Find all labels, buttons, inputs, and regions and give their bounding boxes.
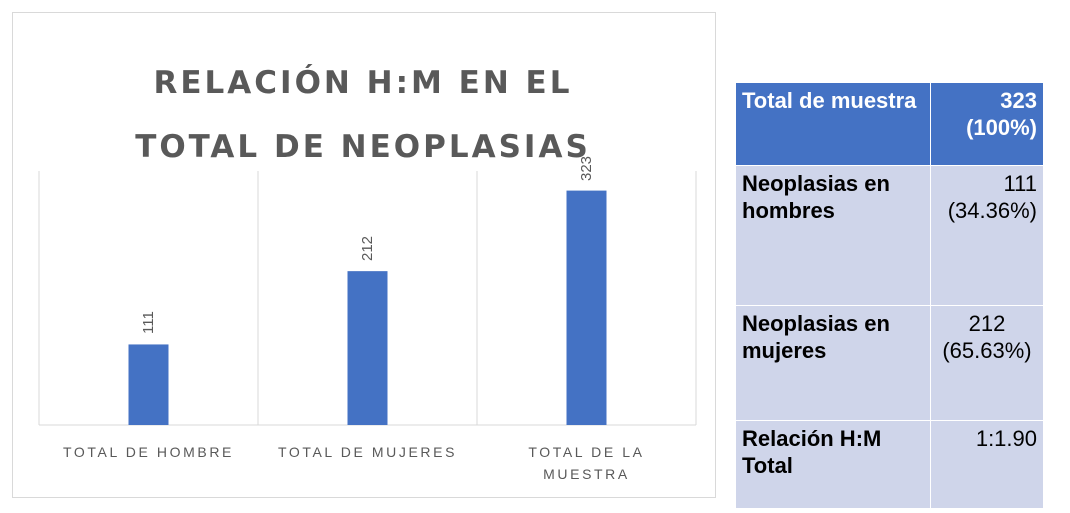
data-label: 323 xyxy=(578,155,595,181)
plot xyxy=(38,171,697,426)
table-row: Total de muestra 323 (100%) xyxy=(735,82,1044,166)
bar xyxy=(347,271,388,425)
bar xyxy=(128,344,169,425)
table-row: Neoplasias en hombres 111 (34.36%) xyxy=(735,165,1044,306)
data-label: 212 xyxy=(359,236,376,262)
chart-title: RELACIÓN H:M EN EL TOTAL DE NEOPLASIAS xyxy=(135,65,591,165)
row-value: 323 (100%) xyxy=(930,82,1044,166)
row-label: Total de muestra xyxy=(735,82,931,166)
table-row: Relación H:M Total 1:1.90 xyxy=(735,420,1044,509)
table-row: Neoplasias en mujeres 212 (65.63%) xyxy=(735,305,1044,421)
x-tick-label: TOTAL DE HOMBRE xyxy=(63,444,234,460)
summary-table: Total de muestra 323 (100%) Neoplasias en … xyxy=(735,82,1044,509)
row-value: 212 (65.63%) xyxy=(930,305,1044,421)
data-label: 111 xyxy=(140,311,157,335)
x-tick-label: TOTAL DE LA MUESTRA xyxy=(528,444,645,482)
chart: RELACIÓN H:M EN EL TOTAL DE NEOPLASIAS T… xyxy=(12,12,716,498)
bar xyxy=(566,190,607,425)
row-label: Neoplasias en mujeres xyxy=(735,305,931,421)
row-value: 1:1.90 xyxy=(930,420,1044,509)
x-tick-label: TOTAL DE MUJERES xyxy=(277,444,458,460)
row-value: 111 (34.36%) xyxy=(930,165,1044,306)
row-label: Relación H:M Total xyxy=(735,420,931,509)
row-label: Neoplasias en hombres xyxy=(735,165,931,306)
